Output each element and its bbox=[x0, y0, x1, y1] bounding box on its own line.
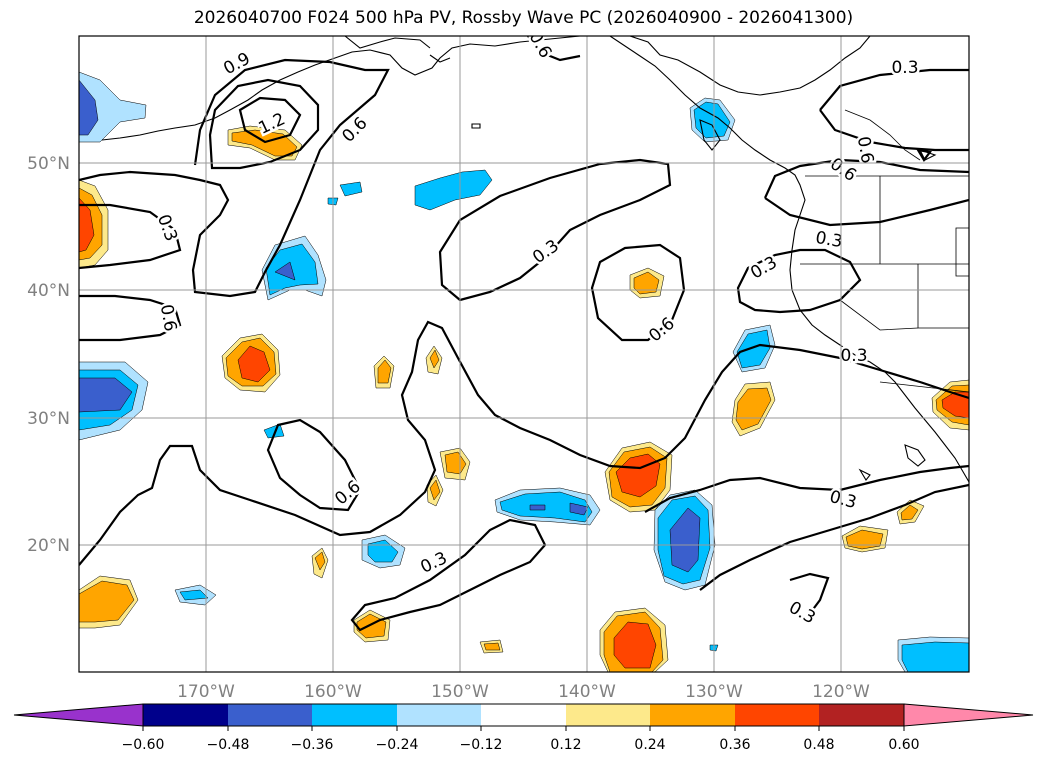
colorbar-segment bbox=[228, 704, 312, 726]
cb-tick-label: 0.48 bbox=[803, 737, 834, 753]
lon-label: 130°W bbox=[685, 682, 743, 702]
lon-label: 140°W bbox=[558, 682, 616, 702]
cb-tick-label: −0.12 bbox=[460, 737, 503, 753]
lon-label: 170°W bbox=[177, 682, 235, 702]
colorbar-segment bbox=[143, 704, 228, 726]
colorbar-extend-high bbox=[904, 704, 1033, 726]
map-panel bbox=[79, 36, 969, 672]
cb-tick-label: 0.60 bbox=[888, 737, 919, 753]
contour-label: 0.3 bbox=[891, 58, 918, 78]
colorbar-segment bbox=[397, 704, 481, 726]
cb-tick-label: 0.12 bbox=[550, 737, 581, 753]
cb-tick-label: −0.24 bbox=[376, 737, 419, 753]
colorbar: −0.60 −0.48 −0.36 −0.24 −0.12 0.12 0.24 … bbox=[14, 704, 1033, 753]
map-figure: 0.9 1.2 0.6 0.3 0.3 0.6 0.3 0.6 0.6 0.3 … bbox=[0, 0, 1047, 765]
lat-label: 20°N bbox=[27, 536, 70, 556]
colorbar-tick-labels: −0.60 −0.48 −0.36 −0.24 −0.12 0.12 0.24 … bbox=[122, 737, 920, 753]
colorbar-ticks bbox=[143, 726, 904, 731]
colorbar-segment bbox=[312, 704, 397, 726]
cb-tick-label: −0.60 bbox=[122, 737, 165, 753]
longitude-labels: 170°W 160°W 150°W 140°W 130°W 120°W bbox=[177, 682, 870, 702]
cb-tick-label: 0.24 bbox=[634, 737, 665, 753]
latitude-labels: 50°N 40°N 30°N 20°N bbox=[27, 154, 70, 556]
lon-label: 150°W bbox=[431, 682, 489, 702]
colorbar-segment bbox=[819, 704, 904, 726]
cb-tick-label: 0.36 bbox=[719, 737, 750, 753]
colorbar-extend-low bbox=[14, 704, 143, 726]
colorbar-segment bbox=[566, 704, 650, 726]
lon-label: 120°W bbox=[812, 682, 870, 702]
lat-label: 30°N bbox=[27, 409, 70, 429]
lat-label: 40°N bbox=[27, 281, 70, 301]
contour-label: 0.3 bbox=[840, 346, 867, 366]
colorbar-segment bbox=[650, 704, 735, 726]
colorbar-segment bbox=[481, 704, 566, 726]
lon-label: 160°W bbox=[304, 682, 362, 702]
colorbar-segment bbox=[735, 704, 819, 726]
cb-tick-label: −0.36 bbox=[291, 737, 334, 753]
cb-tick-label: −0.48 bbox=[207, 737, 250, 753]
lat-label: 50°N bbox=[27, 154, 70, 174]
